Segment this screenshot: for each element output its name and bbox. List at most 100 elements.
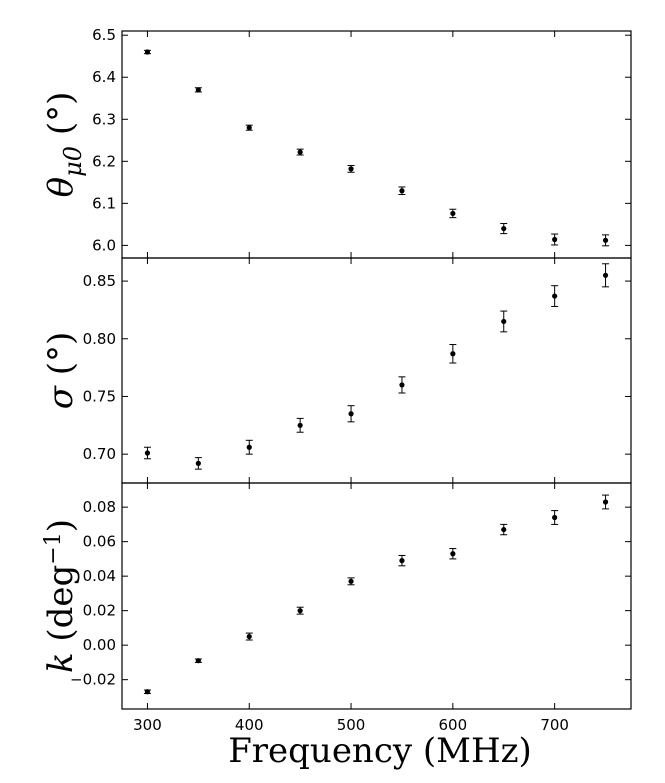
y-axis-symbol: σ (41, 385, 81, 409)
data-point (143, 446, 151, 460)
y-tick-label: 0.06 (83, 533, 116, 551)
y-axis-subscript: μ0 (59, 146, 87, 177)
marker (348, 578, 354, 584)
y-axis-unit: (deg (41, 565, 81, 653)
data-point (296, 417, 304, 433)
y-axis-label: σ (°) (41, 332, 81, 410)
marker (552, 293, 558, 299)
data-point (602, 494, 610, 510)
data-point (347, 405, 355, 423)
y-tick-label: 6.2 (92, 152, 116, 170)
x-tick-label: 700 (540, 716, 569, 734)
data-point (602, 234, 610, 247)
x-tick-label: 400 (235, 716, 264, 734)
marker (246, 125, 252, 131)
data-point (398, 376, 406, 394)
data-point (245, 124, 253, 131)
x-tick-label: 600 (439, 716, 468, 734)
y-tick-label: 0.02 (83, 602, 116, 620)
marker (399, 558, 405, 564)
y-tick-label: 6.4 (92, 68, 116, 86)
data-point (551, 285, 559, 307)
y-axis-label: k (deg−1) (41, 519, 81, 673)
data-point (398, 186, 406, 196)
y-tick-label: 0.80 (83, 330, 116, 348)
marker (297, 149, 303, 155)
marker (195, 87, 201, 93)
y-axis-label: θμ0 (°) (41, 92, 87, 198)
data-point (143, 49, 151, 55)
data-point (551, 510, 559, 525)
y-tick-label: 0.00 (83, 636, 116, 654)
marker (195, 460, 201, 466)
marker (297, 422, 303, 428)
marker (144, 450, 151, 456)
y-axis-unit: (°) (41, 332, 81, 386)
y-tick-label: 6.1 (92, 194, 116, 212)
panel-1: 6.0 6.1 6.2 6.3 6.4 6.5 θμ0 (°) (41, 26, 632, 259)
marker (602, 272, 609, 278)
marker (297, 608, 303, 614)
y-tick-label: 0.04 (83, 567, 116, 585)
y-tick-label: 6.3 (92, 110, 116, 128)
data-point (347, 165, 355, 173)
y-axis-symbol: k (41, 652, 81, 673)
y-axis-close: ) (41, 519, 81, 532)
y-axis-symbol: θ (41, 177, 81, 197)
data-point (347, 577, 355, 586)
marker (144, 49, 151, 55)
data-point (398, 554, 406, 567)
x-tick-label: 500 (337, 716, 366, 734)
marker (399, 188, 405, 194)
marker (450, 351, 456, 357)
y-tick-label: 0.08 (83, 498, 116, 516)
marker (602, 499, 609, 505)
y-tick-label: 6.5 (92, 26, 116, 44)
x-axis-label: Frequency (MHz) (228, 731, 532, 771)
plot-frame (121, 30, 632, 259)
marker (144, 689, 151, 695)
marker (399, 382, 405, 388)
data-point (245, 439, 253, 455)
y-tick-label: 0.85 (83, 272, 116, 290)
data-point (500, 310, 508, 333)
plot-frame (121, 482, 632, 710)
marker (552, 236, 558, 243)
data-point (194, 87, 202, 93)
y-tick-label: 0.75 (83, 387, 116, 405)
data-point (500, 223, 508, 235)
panel-2: 0.70 0.75 0.80 0.85 σ (°) (41, 257, 632, 484)
data-point (194, 457, 202, 470)
y-tick-label: −0.02 (70, 671, 116, 689)
data-point (449, 548, 457, 560)
marker (552, 514, 558, 521)
data-point (194, 658, 202, 664)
marker (246, 444, 252, 450)
data-point (500, 523, 508, 536)
data-point (296, 606, 304, 615)
marker (348, 166, 354, 172)
marker (246, 633, 252, 640)
data-point (143, 689, 151, 695)
panel-3: −0.020.000.020.040.060.08k (deg−1) (41, 482, 632, 710)
data-point (296, 148, 304, 156)
marker (501, 318, 507, 325)
data-point (602, 263, 610, 288)
marker (195, 658, 201, 664)
marker (501, 225, 507, 232)
data-point (551, 233, 559, 246)
data-point (449, 208, 457, 219)
y-axis-unit: (°) (41, 92, 81, 146)
x-tick-label: 300 (133, 716, 162, 734)
data-point (245, 632, 253, 641)
marker (501, 526, 507, 533)
data-point (449, 344, 457, 364)
marker (602, 237, 609, 243)
y-axis-superscript: −1 (41, 532, 66, 564)
marker (450, 551, 456, 557)
marker (450, 210, 456, 217)
y-tick-label: 0.70 (83, 445, 116, 463)
marker (348, 411, 354, 417)
y-tick-label: 6.0 (92, 236, 116, 254)
